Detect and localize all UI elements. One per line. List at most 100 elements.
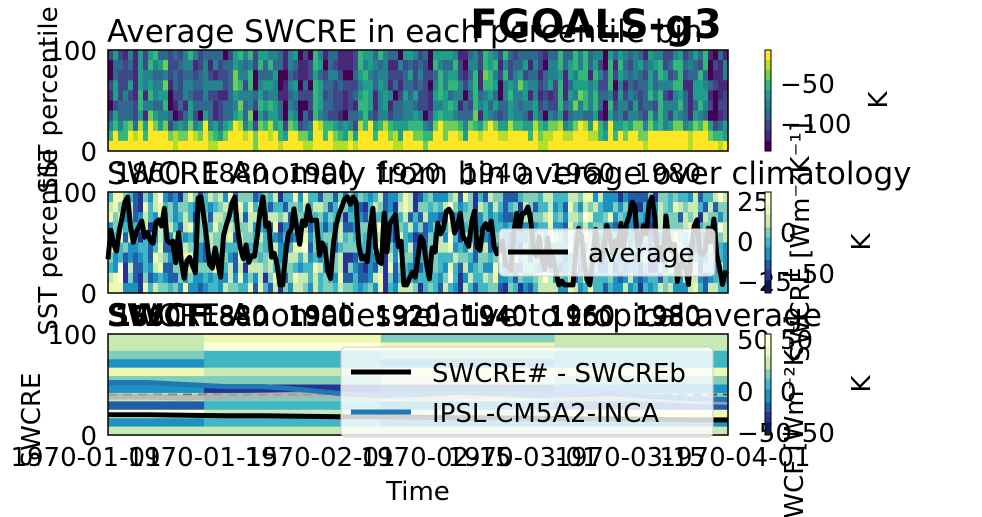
heatmap-cell (658, 50, 664, 61)
heatmap-cell (723, 90, 729, 102)
heatmap-cell (708, 130, 714, 142)
heatmap-cell (503, 282, 509, 294)
heatmap-cell (183, 70, 189, 81)
heatmap-cell (708, 202, 714, 213)
heatmap-cell (198, 262, 204, 274)
heatmap-cell (208, 212, 214, 223)
heatmap-cell (378, 80, 384, 91)
heatmap-cell (258, 272, 264, 284)
heatmap-cell (568, 282, 574, 294)
heatmap-cell (708, 140, 714, 152)
heatmap-cell (148, 70, 154, 81)
heatmap-cell (398, 192, 404, 203)
heatmap-cell (303, 130, 309, 142)
heatmap-cell (133, 202, 139, 213)
heatmap-cell (473, 110, 479, 122)
heatmap-cell (113, 192, 119, 203)
heatmap-cell (143, 140, 149, 152)
heatmap-cell (323, 50, 329, 61)
heatmap-cell (233, 70, 239, 81)
heatmap-cell (693, 70, 699, 81)
heatmap-cell (203, 50, 209, 61)
heatmap-cell (533, 70, 539, 81)
heatmap-cell (268, 140, 274, 152)
heatmap-cell (633, 70, 639, 81)
heatmap-cell (363, 60, 369, 71)
heatmap-cell (363, 202, 369, 213)
heatmap-cell (528, 60, 534, 71)
heatmap-cell (488, 60, 494, 71)
heatmap-cell (703, 192, 709, 203)
heatmap-cell (688, 202, 694, 213)
heatmap-cell (563, 202, 569, 213)
heatmap-cell (308, 50, 314, 61)
heatmap-cell (373, 50, 379, 61)
heatmap-cell (223, 202, 229, 213)
heatmap-cell (478, 50, 484, 61)
colorbar-segment (765, 52, 771, 56)
heatmap-cell (418, 140, 424, 152)
colorbar-segment (765, 414, 771, 418)
heatmap-cell (598, 282, 604, 294)
heatmap-cell (593, 192, 599, 203)
heatmap-cell (178, 50, 184, 61)
heatmap-cell (168, 120, 174, 132)
heatmap-cell (453, 202, 459, 213)
heatmap-cell (483, 130, 489, 142)
heatmap-cell (673, 120, 679, 132)
heatmap-cell (463, 252, 469, 264)
heatmap-cell (433, 272, 439, 284)
heatmap-cell (433, 60, 439, 71)
heatmap-cell (138, 140, 144, 152)
heatmap-cell (418, 120, 424, 132)
heatmap-cell (428, 50, 434, 61)
heatmap-cell (108, 212, 114, 223)
heatmap-cell (333, 140, 339, 152)
heatmap-cell (498, 70, 504, 81)
heatmap-cell (143, 50, 149, 61)
heatmap-cell (258, 262, 264, 274)
heatmap-cell (383, 262, 389, 274)
heatmap-cell (513, 192, 519, 203)
colorbar-segment (765, 407, 771, 411)
heatmap-cell (293, 232, 299, 244)
heatmap-cell (723, 212, 729, 223)
heatmap-cell (243, 222, 249, 233)
heatmap-cell (433, 70, 439, 81)
heatmap-cell (148, 262, 154, 274)
heatmap-cell (428, 70, 434, 81)
heatmap-cell (583, 100, 589, 112)
heatmap-cell (198, 50, 204, 61)
colorbar-segment (765, 50, 771, 54)
heatmap-cell (383, 60, 389, 71)
heatmap-cell (178, 120, 184, 132)
heatmap-cell (423, 130, 429, 142)
heatmap-cell (363, 120, 369, 132)
heatmap-cell (578, 272, 584, 284)
heatmap-cell (178, 70, 184, 81)
heatmap-cell (633, 272, 639, 284)
heatmap-cell (588, 282, 594, 294)
panel-1-xtick: 1880 (202, 159, 268, 189)
colorbar-segment (765, 429, 771, 433)
heatmap-cell (688, 60, 694, 71)
heatmap-cell (328, 222, 334, 233)
heatmap-cell (363, 222, 369, 233)
heatmap-cell (388, 70, 394, 81)
heatmap-cell (188, 130, 194, 142)
heatmap-cell (528, 282, 534, 294)
heatmap-cell (303, 70, 309, 81)
heatmap-cell (348, 110, 354, 122)
heatmap-cell (558, 202, 564, 213)
heatmap-cell (293, 140, 299, 152)
heatmap-cell (158, 242, 164, 254)
heatmap-cell (383, 100, 389, 112)
heatmap-cell (318, 272, 324, 284)
panel-1-colorbar: −50 −100 K (764, 49, 894, 152)
heatmap-cell (158, 272, 164, 284)
heatmap-cell (168, 110, 174, 122)
heatmap-cell (218, 130, 224, 142)
heatmap-cell (263, 100, 269, 112)
heatmap-cell (368, 50, 374, 61)
colorbar-segment (765, 125, 771, 129)
